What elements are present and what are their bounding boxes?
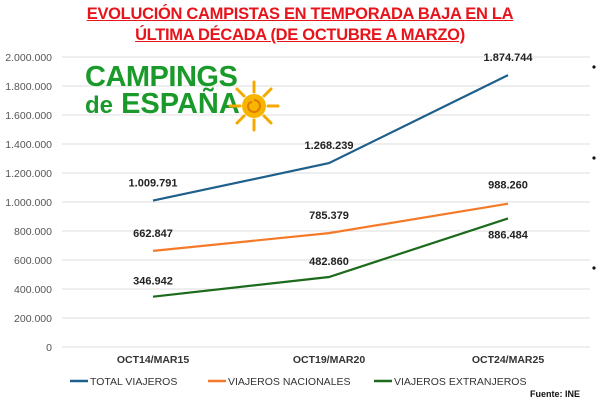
data-label: 1.268.239 — [305, 140, 354, 152]
data-label: 988.260 — [488, 180, 528, 192]
legend-label: VIAJEROS EXTRANJEROS — [394, 376, 526, 388]
data-label: 785.379 — [309, 210, 349, 222]
data-label: 662.847 — [133, 228, 173, 240]
data-label: 346.942 — [133, 276, 173, 288]
y-tick-label: 1.600.000 — [5, 110, 52, 122]
y-tick-label: 800.000 — [14, 226, 52, 238]
y-tick-label: 1.200.000 — [5, 168, 52, 180]
title-line-1: EVOLUCIÓN CAMPISTAS EN TEMPORADA BAJA EN… — [86, 5, 514, 23]
y-tick-label: 0 — [46, 342, 52, 354]
data-label: 1.874.744 — [484, 52, 534, 64]
y-tick-label: 200.000 — [14, 313, 52, 325]
data-label: 482.860 — [309, 256, 349, 268]
y-tick-label: 600.000 — [14, 255, 52, 267]
campings-de-espana-logo: CAMPINGS de ESPAÑA — [85, 61, 240, 120]
y-tick-label: 2.000.000 — [5, 52, 52, 64]
logo-line-1: CAMPINGS — [85, 61, 238, 93]
title-line-2: ÚLTIMA DÉCADA (DE OCTUBRE A MARZO) — [135, 26, 465, 44]
marker-dot — [592, 266, 596, 270]
y-tick-label: 400.000 — [14, 284, 52, 296]
x-tick-label: OCT14/MAR15 — [117, 354, 190, 366]
y-tick-label: 1.000.000 — [5, 197, 52, 209]
x-tick-label: OCT24/MAR25 — [472, 354, 545, 366]
x-tick-label: OCT19/MAR20 — [293, 354, 366, 366]
legend-label: TOTAL VIAJEROS — [90, 376, 177, 388]
sun-icon — [228, 80, 280, 132]
y-tick-label: 1.800.000 — [5, 81, 52, 93]
logo-line-2b: ESPAÑA — [121, 88, 240, 120]
data-label: 886.484 — [488, 229, 529, 241]
marker-dot — [592, 65, 596, 69]
logo-line-2a: de — [85, 92, 114, 119]
chart-title: EVOLUCIÓN CAMPISTAS EN TEMPORADA BAJA EN… — [0, 4, 600, 46]
source-note: Fuente: INE — [529, 389, 580, 399]
legend-label: VIAJEROS NACIONALES — [228, 376, 351, 388]
y-tick-label: 1.400.000 — [5, 139, 52, 151]
marker-dot — [592, 156, 596, 160]
data-label: 1.009.791 — [129, 178, 178, 190]
